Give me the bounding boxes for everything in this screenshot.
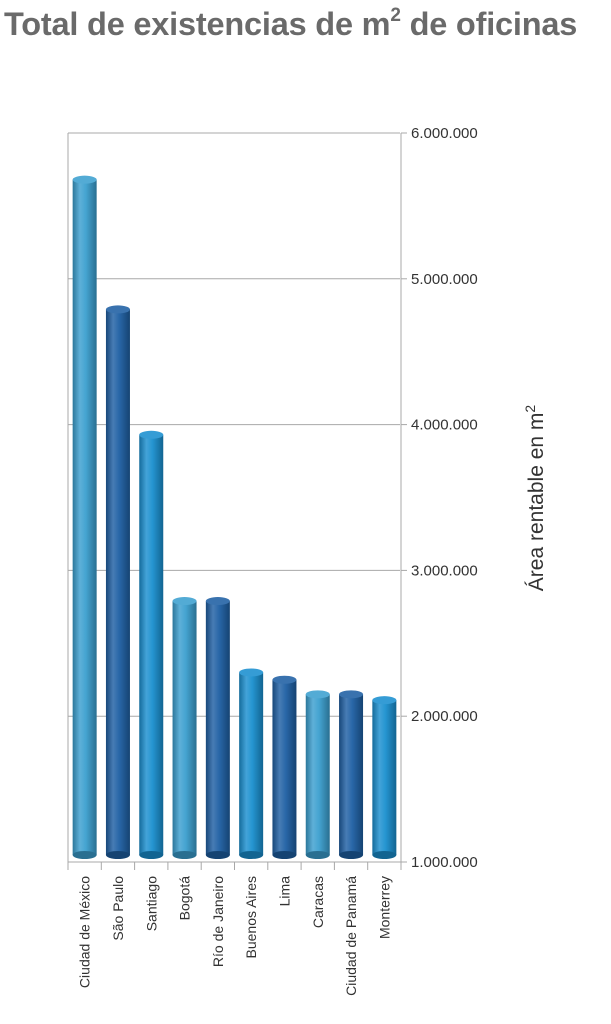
bar-top-cap bbox=[105, 305, 130, 314]
x-category-label: Caracas bbox=[310, 876, 326, 928]
y-tick-label: 6.000.000 bbox=[411, 125, 478, 142]
bar-top-cap bbox=[239, 668, 264, 677]
bar-body bbox=[105, 309, 130, 856]
bar-bottom-cap bbox=[105, 851, 130, 859]
bar-bottom-cap bbox=[239, 851, 264, 859]
y-tick-label: 3.000.000 bbox=[411, 562, 478, 579]
bar-top-cap bbox=[205, 597, 230, 606]
bars bbox=[72, 175, 397, 859]
bar bbox=[272, 675, 297, 859]
bar-body bbox=[139, 434, 164, 855]
bar bbox=[205, 597, 230, 859]
x-category-label: Monterrey bbox=[376, 876, 392, 939]
bar-bottom-cap bbox=[139, 851, 164, 859]
bar bbox=[339, 690, 364, 859]
bar bbox=[105, 305, 130, 859]
y-tick-label: 2.000.000 bbox=[411, 708, 478, 725]
y-axis-label-text: Área rentable en m bbox=[525, 413, 548, 592]
bar-top-cap bbox=[139, 430, 164, 439]
x-category-label: Ciudad de Panamá bbox=[343, 876, 359, 996]
chart-title-suffix: de oficinas bbox=[400, 6, 578, 42]
bar-top-cap bbox=[305, 690, 330, 699]
y-tick-label: 1.000.000 bbox=[411, 854, 478, 871]
x-tick-labels: Ciudad de México São Paulo Santiago Bogotá R… bbox=[77, 876, 393, 996]
bar-body bbox=[339, 694, 364, 855]
y-tick-labels: 1.000.000 2.000.000 3.000.000 4.000.000 5.00… bbox=[411, 125, 478, 871]
bar-top-cap bbox=[372, 696, 397, 705]
bar bbox=[305, 690, 330, 859]
bar-body bbox=[305, 694, 330, 855]
chart-title: Total de existencias de m2 de oficinas bbox=[4, 5, 578, 43]
bar-body bbox=[239, 672, 264, 855]
bar-top-cap bbox=[172, 597, 197, 606]
bar-body bbox=[272, 679, 297, 855]
bar bbox=[372, 696, 397, 859]
chart-title-superscript: 2 bbox=[390, 5, 401, 27]
bar-bottom-cap bbox=[339, 851, 364, 859]
bar-bottom-cap bbox=[305, 851, 330, 859]
bar-bottom-cap bbox=[205, 851, 230, 859]
y-tick-label: 4.000.000 bbox=[411, 417, 478, 434]
x-category-label: Bogotá bbox=[177, 876, 193, 921]
bar-bottom-cap bbox=[72, 851, 97, 859]
bar-body bbox=[205, 601, 230, 855]
x-category-label: Ciudad de México bbox=[77, 876, 93, 988]
bar bbox=[72, 175, 97, 859]
bar-body bbox=[172, 601, 197, 855]
bar-top-cap bbox=[72, 175, 97, 184]
y-tick-label: 5.000.000 bbox=[411, 271, 478, 288]
x-category-label: São Paulo bbox=[110, 876, 126, 941]
bar bbox=[172, 597, 197, 859]
x-category-label: Río de Janeiro bbox=[210, 876, 226, 967]
chart-title-text: Total de existencias de m bbox=[4, 6, 391, 42]
x-category-label: Lima bbox=[276, 876, 292, 907]
bar-bottom-cap bbox=[272, 851, 297, 859]
x-category-label: Buenos Aires bbox=[243, 876, 259, 959]
bar-top-cap bbox=[272, 675, 297, 684]
y-axis-label-superscript: 2 bbox=[522, 405, 538, 413]
bar-bottom-cap bbox=[172, 851, 197, 859]
bar-body bbox=[372, 700, 397, 855]
axes bbox=[67, 132, 407, 870]
bar-bottom-cap bbox=[372, 851, 397, 859]
bar bbox=[139, 430, 164, 859]
bar-body bbox=[72, 179, 97, 855]
bar-top-cap bbox=[339, 690, 364, 699]
x-category-label: Santiago bbox=[143, 876, 159, 931]
y-axis-label: Área rentable en m2 bbox=[522, 405, 548, 592]
bar bbox=[239, 668, 264, 859]
